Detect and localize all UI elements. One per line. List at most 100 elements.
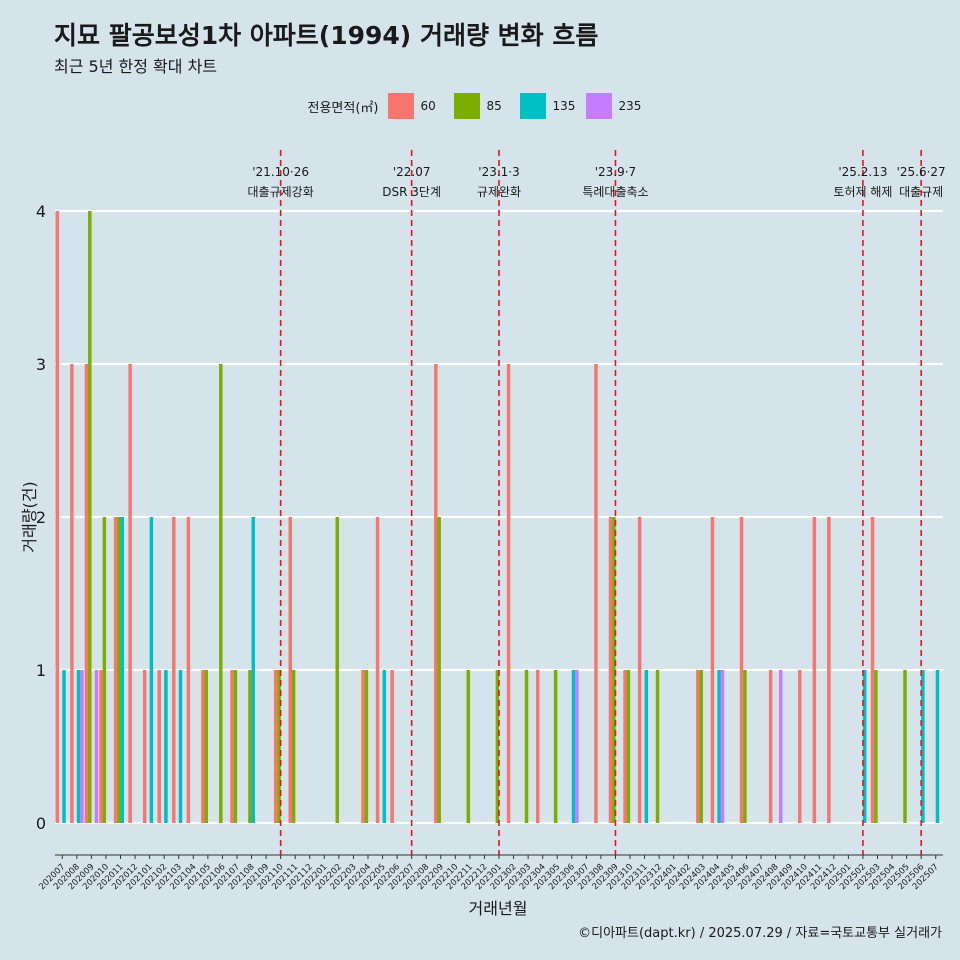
bar-202411-60 — [812, 517, 817, 823]
bar-202110-85 — [277, 670, 281, 823]
chart-title: 지묘 팔공보성1차 아파트(1994) 거래량 변화 흐름 — [54, 21, 599, 50]
bar-202008-235 — [80, 670, 84, 823]
event-desc-label: 토허제 해제 — [833, 185, 892, 199]
bar-202305-85 — [553, 670, 558, 823]
bar-202408-235 — [778, 670, 783, 823]
bar-202011-135 — [120, 517, 125, 823]
bar-202502-135 — [862, 670, 867, 823]
bars — [55, 211, 940, 823]
y-axis-label: 거래량(건) — [20, 481, 39, 552]
bar-202111-85 — [291, 670, 296, 823]
bar-202308-60 — [594, 364, 598, 823]
bar-202108-135 — [251, 517, 256, 823]
bar-202204-85 — [364, 670, 369, 823]
bar-202306-135 — [571, 670, 576, 823]
source-caption: ©디아파트(dapt.kr) / 2025.07.29 / 자료=국토교통부 실… — [578, 926, 942, 941]
event-lines: '21.10·26 대출규제강화 '22.07 DSR 3단계 '23.1·3 규제완화 '… — [248, 150, 946, 855]
bar-202009-60 — [84, 364, 89, 823]
legend-swatch-135 — [520, 93, 547, 119]
event-date-label: '25.6·27 — [897, 165, 946, 179]
bar-202410-60 — [798, 670, 802, 823]
x-axis: 2020072020082020092020102020112020122021… — [37, 854, 943, 892]
legend-label-135: 135 — [552, 99, 576, 113]
bar-202111-60 — [288, 517, 292, 823]
event-date-label: '21.10·26 — [252, 165, 309, 179]
event-date-label: '22.07 — [393, 165, 431, 179]
x-axis-label: 거래년월 — [469, 899, 528, 918]
bar-202010-60 — [99, 670, 103, 823]
event-date-label: '25.2.13 — [838, 165, 887, 179]
bar-202306-235 — [575, 670, 579, 823]
event-date-label: '23.9·7 — [595, 165, 636, 179]
bar-202209-85 — [437, 517, 441, 823]
bar-202102-135 — [164, 670, 168, 823]
y-tick-label: 0 — [36, 814, 46, 833]
legend-item-135: 135 — [520, 93, 582, 119]
bar-202309-60 — [608, 517, 613, 823]
bar-202101-135 — [149, 517, 154, 823]
y-tick-label: 1 — [36, 661, 46, 680]
bar-202205-60 — [375, 517, 380, 823]
bar-202110-60 — [273, 670, 278, 823]
bar-202309-85 — [612, 517, 616, 823]
event-desc-label: 규제완화 — [477, 185, 521, 199]
bar-202404-135 — [717, 670, 721, 823]
bar-202105-60 — [201, 670, 205, 823]
legend-item-60: 60 — [388, 93, 450, 119]
bar-202404-60 — [710, 517, 715, 823]
legend-title: 전용면적(㎡) — [307, 100, 379, 116]
bar-202408-60 — [768, 670, 773, 823]
bar-202211-85 — [466, 670, 471, 823]
bar-202310-60 — [623, 670, 627, 823]
bar-202011-60 — [113, 517, 118, 823]
bar-202108-85 — [248, 670, 252, 823]
bar-202303-85 — [524, 670, 529, 823]
bar-202403-85 — [699, 670, 703, 823]
bar-202105-85 — [204, 670, 208, 823]
legend-label-235: 235 — [618, 99, 642, 113]
bar-202505-85 — [903, 670, 907, 823]
event-date-label: '23.1·3 — [478, 165, 519, 179]
bar-202406-85 — [743, 670, 747, 823]
bar-202103-60 — [172, 517, 176, 823]
bar-202009-235 — [94, 670, 99, 823]
y-tick-label: 3 — [36, 355, 46, 374]
bar-202404-235 — [720, 670, 725, 823]
bar-202406-60 — [739, 517, 744, 823]
bar-202008-60 — [70, 364, 74, 823]
y-tick-label: 2 — [36, 508, 46, 527]
bar-202107-60 — [230, 670, 234, 823]
bar-202009-85 — [88, 211, 92, 823]
legend-swatch-85 — [454, 93, 481, 119]
bar-202304-60 — [535, 670, 540, 823]
bar-202101-60 — [142, 670, 147, 823]
bar-202103-135 — [178, 670, 183, 823]
event-desc-label: DSR 3단계 — [382, 185, 441, 199]
bar-202412-60 — [827, 517, 831, 823]
bar-202205-135 — [382, 670, 387, 823]
bar-202503-60 — [870, 517, 875, 823]
bar-202011-85 — [117, 517, 121, 823]
bar-202007-60 — [55, 211, 60, 823]
bar-202507-135 — [935, 670, 940, 823]
bar-202209-60 — [434, 364, 438, 823]
bar-202301-85 — [495, 670, 500, 823]
event-desc-label: 특례대출축소 — [582, 185, 648, 199]
bar-202206-60 — [390, 670, 394, 823]
legend: 전용면적(㎡) 60 85 135 235 — [0, 93, 960, 119]
bar-202012-60 — [128, 364, 132, 823]
bar-202202-85 — [335, 517, 340, 823]
legend-item-85: 85 — [454, 93, 516, 119]
y-tick-label: 4 — [36, 202, 46, 221]
legend-swatch-60 — [388, 93, 415, 119]
bar-202107-85 — [233, 670, 238, 823]
bar-202312-85 — [655, 670, 660, 823]
legend-swatch-235 — [586, 93, 613, 119]
bar-202204-60 — [361, 670, 365, 823]
bar-202403-60 — [696, 670, 700, 823]
legend-label-85: 85 — [486, 99, 502, 113]
bar-202106-85 — [219, 364, 223, 823]
bar-202102-60 — [157, 670, 161, 823]
bar-202503-85 — [874, 670, 878, 823]
